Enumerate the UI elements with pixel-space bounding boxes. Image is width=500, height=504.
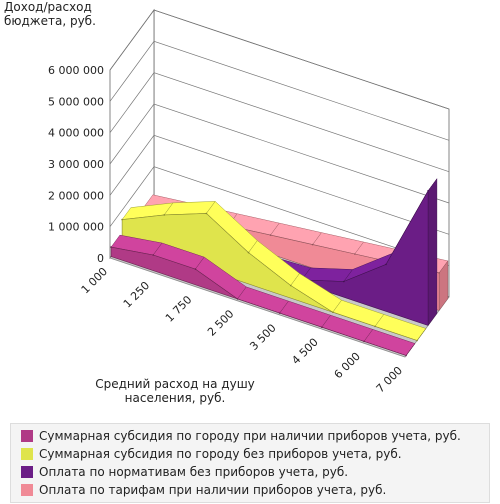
data-point — [194, 268, 197, 270]
data-point — [121, 218, 123, 221]
chart: 0 1 000 000 2 000 000 3 000 000 4 000 000 5 0… — [4, 0, 450, 405]
y-tick-label: 5 000 000 — [48, 95, 104, 108]
data-point — [278, 312, 281, 314]
data-point — [321, 326, 323, 329]
y-tick-label: 0 — [97, 252, 104, 265]
legend-item: Оплата по тарифам при наличии приборов у… — [21, 482, 386, 498]
gridline — [109, 166, 450, 267]
y-axis-label-line2: бюджета, руб. — [4, 14, 96, 28]
gridline — [109, 40, 450, 141]
series-ribbon — [121, 201, 427, 342]
data-point — [416, 339, 418, 342]
gridline — [109, 72, 450, 173]
data-point — [311, 243, 314, 246]
series-end-face — [416, 328, 427, 341]
data-point — [343, 280, 345, 283]
gridline — [109, 134, 450, 235]
x-axis-label-line2: населения, руб. — [125, 391, 226, 405]
data-point — [363, 340, 365, 343]
data-point — [110, 246, 112, 248]
y-tick-label: 4 000 000 — [48, 127, 104, 140]
x-tick-label: 3 500 — [247, 322, 278, 353]
legend: Суммарная субсидия по городу при наличии… — [10, 423, 490, 503]
x-tick-label: 2 500 — [205, 307, 236, 338]
x-tick-label: 7 000 — [374, 364, 405, 395]
legend-swatch — [21, 466, 33, 478]
data-point — [236, 298, 239, 300]
series-end-face — [427, 178, 438, 327]
y-tick-label: 1 000 000 — [48, 221, 104, 234]
series-front-face — [121, 213, 418, 341]
data-point — [163, 214, 165, 216]
x-axis-label-line1: Средний расход на душу — [95, 377, 255, 391]
data-point — [247, 251, 250, 254]
data-point — [289, 284, 292, 287]
x-tick-label: 1 250 — [121, 279, 152, 310]
data-point — [427, 190, 429, 192]
series-layer — [110, 178, 449, 357]
series-front-face — [110, 246, 407, 356]
legend-item: Оплата по нормативам без приборов учета,… — [21, 464, 348, 480]
data-point — [332, 311, 334, 314]
legend-label: Оплата по тарифам при наличии приборов у… — [39, 483, 387, 497]
legend-label: Оплата по нормативам без приборов учета,… — [39, 465, 349, 479]
data-point — [405, 354, 407, 357]
legend-swatch — [21, 448, 33, 460]
data-point — [374, 325, 376, 328]
gridline — [109, 9, 450, 110]
y-tick-label: 3 000 000 — [48, 158, 104, 171]
legend-swatch — [21, 430, 33, 442]
data-point — [354, 253, 356, 255]
legend-swatch — [21, 484, 33, 496]
legend-label: Суммарная субсидия по городу без приборо… — [39, 447, 402, 461]
data-point — [269, 234, 272, 236]
y-tick-label: 6 000 000 — [48, 64, 104, 77]
x-tick-label: 6 000 — [332, 350, 363, 381]
series-ribbon — [110, 234, 416, 357]
data-point — [205, 212, 208, 215]
data-point — [438, 272, 440, 274]
legend-label: Суммарная субсидия по городу при наличии… — [39, 429, 461, 443]
x-tick-label: 1 000 — [79, 265, 110, 296]
legend-item: Суммарная субсидия по городу без приборо… — [21, 446, 402, 462]
data-point — [152, 254, 154, 256]
data-point — [385, 263, 387, 266]
x-tick-label: 1 750 — [163, 293, 194, 324]
y-axis-label-line1: Доход/расход — [4, 0, 92, 14]
x-tick-label: 4 500 — [289, 336, 320, 367]
gridline — [109, 103, 450, 204]
y-tick-label: 2 000 000 — [48, 189, 104, 202]
legend-item: Суммарная субсидия по городу при наличии… — [21, 428, 461, 444]
series-end-face — [405, 343, 416, 356]
